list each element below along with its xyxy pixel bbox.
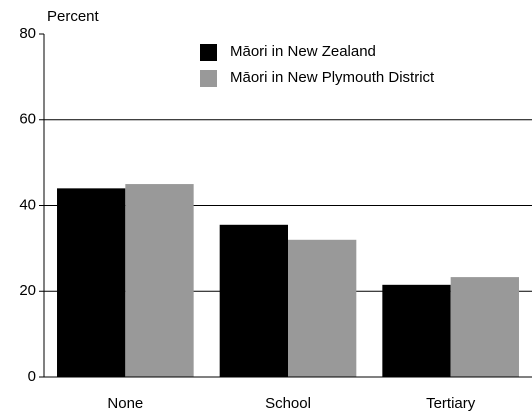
y-axis-label: Percent <box>47 8 100 25</box>
y-tick-label: 40 <box>19 196 36 213</box>
legend-label: Māori in New Zealand <box>230 43 376 60</box>
x-tick-label: Tertiary <box>426 395 476 412</box>
y-tick-label: 60 <box>19 111 36 128</box>
legend-swatch <box>200 44 217 61</box>
x-tick-label: School <box>265 395 311 412</box>
bar <box>125 184 194 377</box>
y-tick-label: 80 <box>19 25 36 42</box>
bar <box>382 284 451 377</box>
bar <box>219 224 288 377</box>
x-tick-label: None <box>107 395 143 412</box>
bar <box>450 277 519 377</box>
y-tick-label: 20 <box>19 282 36 299</box>
legend-swatch <box>200 70 217 87</box>
bar <box>288 239 357 377</box>
legend-label: Māori in New Plymouth District <box>230 69 435 86</box>
y-tick-label: 0 <box>28 368 36 385</box>
bar <box>57 188 126 377</box>
